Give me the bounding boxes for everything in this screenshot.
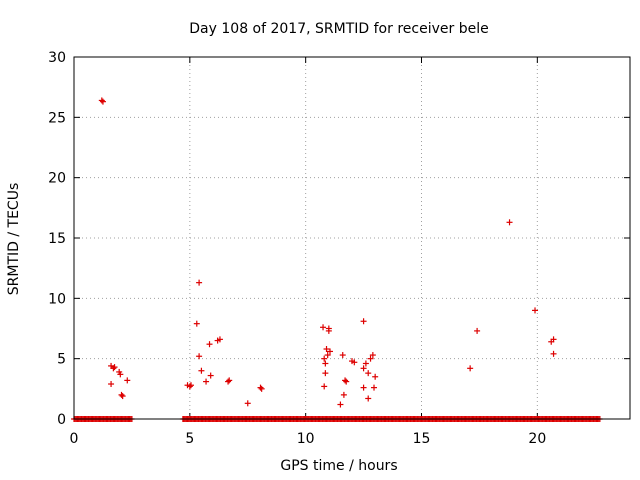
grid-lines	[74, 57, 630, 419]
data-point	[110, 365, 117, 372]
data-point	[326, 348, 333, 355]
y-tick-label: 0	[57, 412, 66, 428]
x-axis-title: GPS time / hours	[280, 458, 397, 474]
data-point	[198, 367, 205, 374]
data-point	[360, 365, 367, 372]
data-point	[362, 360, 369, 367]
data-point	[186, 383, 193, 390]
x-tick-label: 10	[297, 431, 315, 447]
data-point	[532, 307, 539, 314]
data-point	[340, 391, 347, 398]
data-point	[325, 325, 332, 332]
data-point	[225, 378, 232, 385]
data-point	[111, 364, 118, 371]
x-tick-label: 0	[70, 431, 79, 447]
y-tick-label: 10	[48, 291, 66, 307]
data-point	[108, 381, 115, 388]
data-point	[196, 353, 203, 360]
data-point	[118, 391, 125, 398]
data-point	[550, 350, 557, 357]
data-point	[343, 378, 350, 385]
data-point	[371, 384, 378, 391]
data-point	[226, 377, 233, 384]
data-point	[320, 324, 327, 331]
data-point	[322, 360, 329, 367]
data-point	[365, 395, 372, 402]
data-point	[506, 219, 513, 226]
y-tick-label: 15	[48, 231, 66, 247]
data-point	[203, 378, 210, 385]
data-point	[257, 384, 264, 391]
data-point	[324, 352, 331, 359]
x-tick-label: 20	[528, 431, 546, 447]
data-point	[117, 371, 124, 378]
data-point	[360, 384, 367, 391]
data-point	[98, 97, 105, 104]
data-point	[244, 400, 251, 407]
y-axis-title: SRMTID / TECUs	[6, 183, 22, 296]
data-point	[342, 377, 349, 384]
data-point	[360, 318, 367, 325]
data-point	[187, 382, 194, 389]
y-tick-label: 20	[48, 171, 66, 187]
data-point	[207, 372, 214, 379]
data-point	[367, 355, 374, 362]
data-point	[216, 336, 223, 343]
data-point	[196, 279, 203, 286]
data-point	[119, 393, 126, 400]
data-point	[337, 401, 344, 408]
data-point	[467, 365, 474, 372]
data-point	[321, 355, 328, 362]
x-tick-label: 15	[413, 431, 431, 447]
data-point	[369, 352, 376, 359]
data-point	[323, 346, 330, 353]
data-point	[339, 352, 346, 359]
data-point	[550, 336, 557, 343]
data-point	[124, 377, 131, 384]
data-point	[206, 341, 213, 348]
data-point	[322, 370, 329, 377]
y-tick-label: 30	[48, 50, 66, 66]
data-point	[365, 370, 372, 377]
data-point	[474, 327, 481, 334]
data-point	[258, 385, 265, 392]
data-point	[372, 373, 379, 380]
y-tick-label: 5	[57, 352, 66, 368]
tick-labels: 0 5 10 15 20 0 5 10 15 20 25 30	[48, 50, 546, 447]
data-point	[99, 98, 106, 105]
y-tick-label: 25	[48, 110, 66, 126]
plot-frame	[73, 56, 631, 420]
chart-title: Day 108 of 2017, SRMTID for receiver bel…	[189, 21, 488, 37]
data-point	[321, 383, 328, 390]
data-point	[193, 320, 200, 327]
data-point	[351, 359, 358, 366]
x-tick-label: 5	[185, 431, 194, 447]
